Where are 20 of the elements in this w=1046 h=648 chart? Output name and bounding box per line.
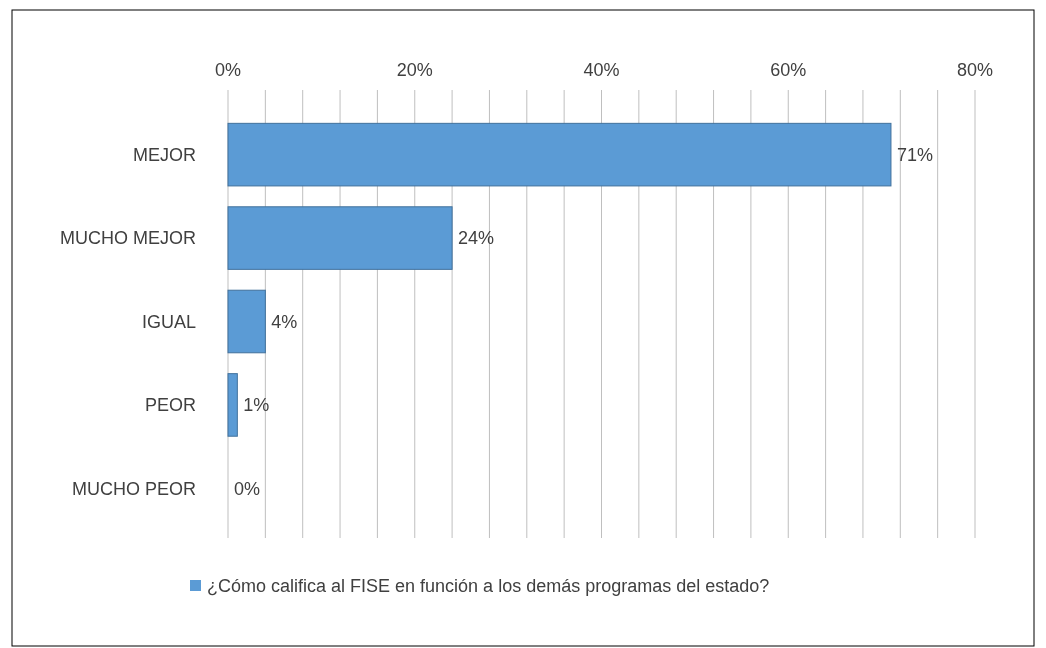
x-tick-label: 20% [396, 60, 433, 80]
data-label: 71% [896, 144, 933, 165]
y-tick-label: MUCHO MEJOR [60, 228, 196, 249]
legend-label: ¿Cómo califica al FISE en función a los demás programas del estado? [207, 576, 770, 597]
data-label: 1% [243, 395, 270, 416]
data-label: 24% [458, 228, 495, 249]
x-tick-label: 40% [583, 60, 620, 80]
data-label: 0% [234, 478, 261, 499]
x-tick-label: 0% [214, 60, 242, 80]
bar [227, 289, 266, 354]
x-tick-label: 80% [956, 60, 994, 80]
y-tick-label: MEJOR [133, 144, 196, 165]
bar [227, 373, 238, 437]
bar [227, 206, 453, 270]
y-tick-label: IGUAL [141, 311, 196, 332]
data-label: 4% [271, 311, 298, 332]
x-tick-label: 60% [770, 60, 807, 80]
y-tick-label: MUCHO PEOR [71, 478, 196, 499]
bar [227, 122, 892, 187]
y-tick-label: PEOR [144, 395, 196, 416]
